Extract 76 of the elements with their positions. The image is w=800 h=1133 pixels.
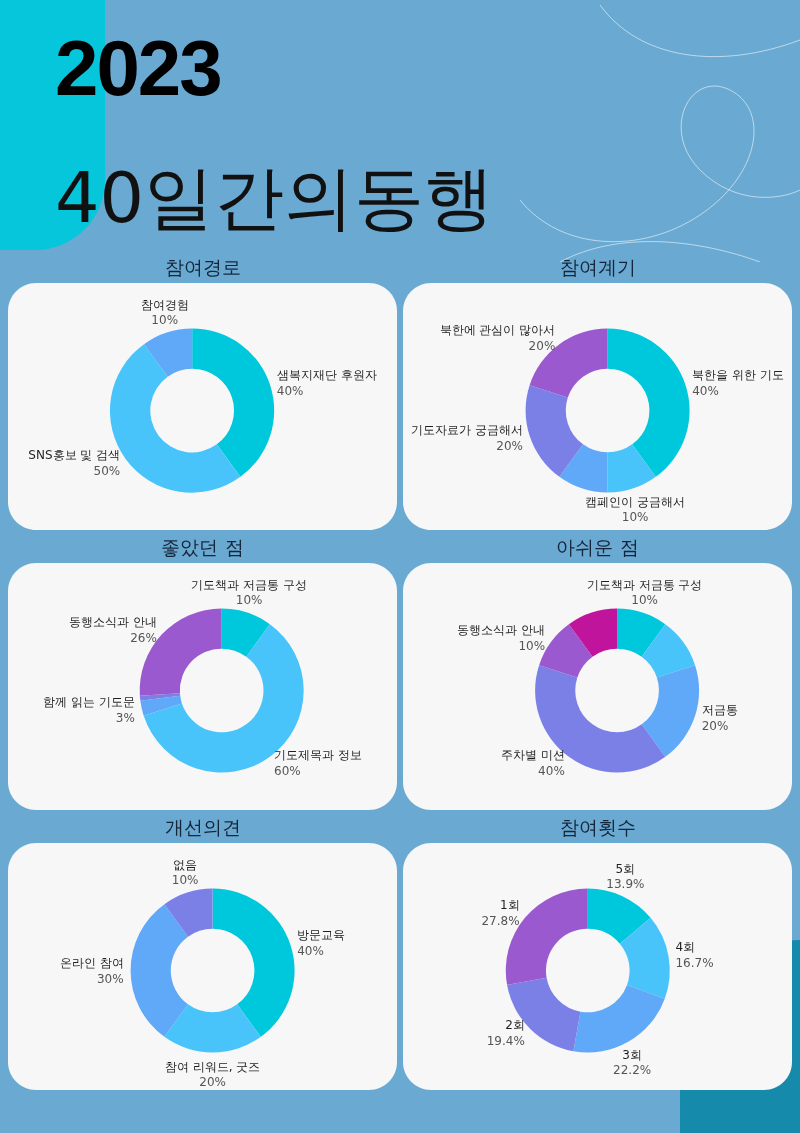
donut-slice <box>641 665 699 757</box>
donut-slice <box>587 888 651 944</box>
data-label: 13.9% <box>606 876 645 891</box>
slice-label: 동행소식과 안내 <box>457 623 546 638</box>
donut-slice <box>139 693 181 701</box>
donut-slice <box>607 328 690 477</box>
data-label: 20% <box>199 1074 226 1089</box>
chart-title: 개선의견 <box>164 816 241 838</box>
data-label: 40% <box>297 944 324 958</box>
slice-label: 샘복지재단 후원자 <box>276 368 377 382</box>
data-label: 10% <box>235 592 263 607</box>
data-label: 10% <box>621 510 649 525</box>
slice-label: 온라인 참여 <box>59 955 124 970</box>
data-label: 30% <box>96 971 124 986</box>
donut-slice <box>617 608 666 657</box>
data-label: 20% <box>528 339 556 354</box>
chart-title: 참여횟수 <box>559 816 636 838</box>
chart-title: 아쉬운 점 <box>556 536 639 558</box>
data-label: 10% <box>518 639 546 654</box>
slice-label: 기도책과 저금통 구성 <box>191 577 307 592</box>
slice-label: 2회 <box>505 1018 525 1033</box>
slice-label: 캠페인이 궁금해서 <box>585 495 686 510</box>
text: 40일간의동행 <box>55 157 495 239</box>
donut-slice <box>212 888 295 1037</box>
data-label: 22.2% <box>613 1062 652 1077</box>
data-label: 10% <box>151 312 179 327</box>
slice-label: 동행소식과 안내 <box>68 614 157 629</box>
slice-label: 없음 <box>173 857 198 872</box>
chart-title: 좋았던 점 <box>161 536 244 558</box>
donut-slice <box>535 665 666 773</box>
slice-label: 저금통 <box>701 703 738 717</box>
donut-slice <box>568 608 618 657</box>
data-label: 16.7% <box>675 956 714 971</box>
data-label: 40% <box>692 384 719 398</box>
donut-slice <box>559 444 608 493</box>
donut-slice <box>143 328 193 377</box>
donut-slice <box>164 1004 261 1053</box>
donut-slice <box>130 904 189 1037</box>
donut-slice <box>192 328 275 477</box>
data-label: 10% <box>171 872 199 887</box>
data-label: 27.8% <box>481 914 520 929</box>
data-label: 20% <box>701 719 729 733</box>
data-label: 19.4% <box>486 1034 525 1049</box>
data-label: 20% <box>496 439 523 453</box>
slice-label: 기도책과 저금통 구성 <box>586 577 703 592</box>
slice-label: 3회 <box>622 1047 642 1062</box>
donut-slice <box>140 695 182 716</box>
slice-label: 참여경험 <box>140 297 189 312</box>
slice-label: 기도자료가 궁금해서 <box>411 423 523 437</box>
donut-slice <box>641 624 696 678</box>
slice-label: 참여 리워드, 굿즈 <box>164 1059 261 1074</box>
text: 2023 <box>55 24 221 112</box>
slice-label: 함께 읽는 기도문 <box>43 694 135 709</box>
data-label: 3% <box>115 710 135 725</box>
chart-title: 참여경로 <box>164 256 241 278</box>
slice-label: 북한을 위한 기도 <box>692 368 784 382</box>
slice-label: 북한에 관심이 많아서 <box>439 323 556 338</box>
donut-slice <box>525 385 584 477</box>
data-label: 40% <box>538 763 565 778</box>
donut-slice <box>619 917 670 999</box>
chart-title: 참여계기 <box>559 256 636 278</box>
slice-label: 기도제목과 정보 <box>273 747 362 762</box>
slice-label: 주차별 미션 <box>500 747 565 762</box>
data-label: 10% <box>631 592 658 607</box>
slice-label: 5회 <box>615 861 636 876</box>
donut-slice <box>221 608 270 657</box>
data-label: 50% <box>93 463 121 478</box>
donut-slice <box>164 888 213 937</box>
slice-label: 4회 <box>675 940 696 955</box>
data-label: 40% <box>276 384 304 398</box>
slice-label: SNS홍보 및 검색 <box>28 447 121 462</box>
donut-slice <box>607 444 656 493</box>
data-label: 26% <box>130 630 157 645</box>
slice-label: 1회 <box>499 898 520 913</box>
data-label: 60% <box>273 763 301 778</box>
slice-label: 방문교육 <box>297 928 346 942</box>
